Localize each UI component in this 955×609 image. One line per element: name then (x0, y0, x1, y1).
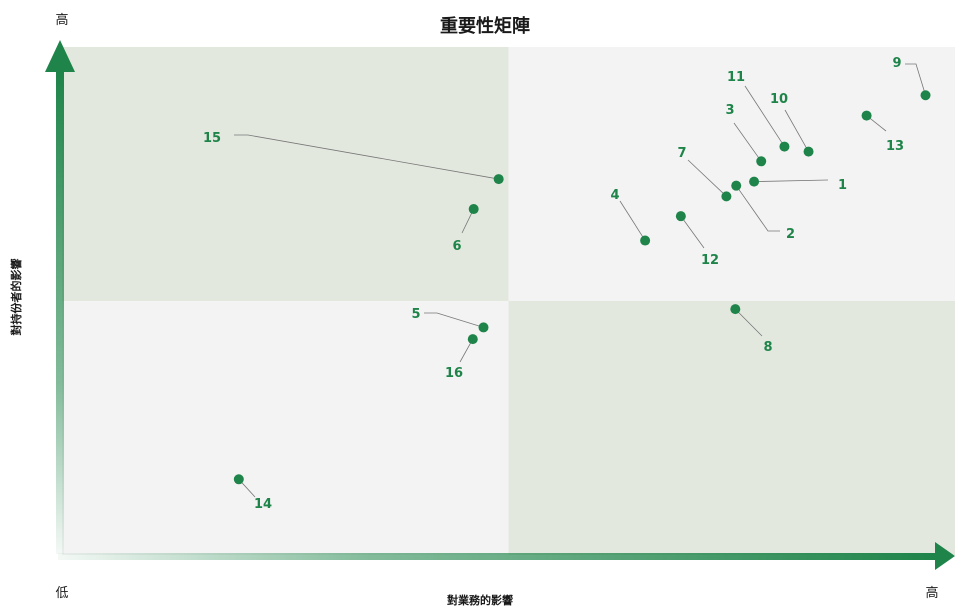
leader-line-8 (735, 308, 763, 337)
data-point-6[interactable] (468, 204, 479, 215)
data-point-4[interactable] (640, 235, 651, 246)
quadrant-bottom-right (508, 301, 955, 555)
data-point-8[interactable] (730, 304, 741, 315)
point-label-12: 12 (701, 253, 719, 268)
leader-line-1 (754, 179, 829, 183)
point-label-9: 9 (892, 56, 901, 71)
y-axis-title: 對持份者的影響 (9, 259, 23, 336)
leader-line-5 (424, 312, 484, 328)
point-label-5: 5 (411, 307, 420, 322)
quadrant-top-right (508, 47, 955, 301)
point-label-1: 1 (838, 178, 847, 193)
y-axis-bar (56, 70, 64, 554)
point-label-4: 4 (610, 188, 619, 203)
quadrant-top-left (62, 47, 509, 301)
point-label-7: 7 (677, 146, 686, 161)
leader-line-4 (619, 200, 646, 241)
leader-line-15 (234, 134, 499, 180)
data-point-5[interactable] (478, 322, 489, 333)
data-point-11[interactable] (779, 141, 790, 152)
point-label-3: 3 (725, 103, 734, 118)
data-point-3[interactable] (756, 156, 767, 167)
data-point-16[interactable] (467, 334, 478, 345)
data-point-10[interactable] (803, 146, 814, 157)
data-point-15[interactable] (493, 174, 504, 185)
data-point-12[interactable] (675, 211, 686, 222)
x-axis-bar (58, 553, 938, 560)
point-label-8: 8 (763, 340, 772, 355)
leader-line-3 (733, 122, 762, 162)
quadrant-bottom-left (62, 301, 509, 555)
data-point-7[interactable] (721, 191, 732, 202)
point-label-6: 6 (452, 239, 461, 254)
data-point-9[interactable] (920, 90, 931, 101)
x-axis-high-label: 高 (925, 585, 938, 601)
leader-line-12 (680, 215, 705, 249)
point-label-11: 11 (727, 70, 745, 85)
y-axis-high-label: 高 (55, 12, 68, 28)
leader-line-2 (735, 185, 780, 232)
data-point-13[interactable] (861, 110, 872, 121)
chart-title: 重要性矩陣 (440, 15, 530, 37)
x-axis-title: 對業務的影響 (447, 593, 513, 607)
y-axis-arrow-icon (45, 40, 75, 72)
point-label-13: 13 (886, 139, 904, 154)
leader-line-9 (905, 63, 926, 96)
point-label-10: 10 (770, 92, 788, 107)
point-label-14: 14 (254, 497, 272, 512)
data-point-1[interactable] (749, 176, 760, 187)
point-label-2: 2 (786, 227, 795, 242)
data-point-2[interactable] (731, 180, 742, 191)
point-label-16: 16 (445, 366, 463, 381)
leader-line-11 (744, 85, 785, 147)
x-axis-low-label: 低 (55, 586, 68, 601)
leader-line-7 (687, 159, 727, 197)
leader-line-10 (784, 109, 809, 152)
x-axis-arrow-icon (935, 542, 955, 570)
point-label-15: 15 (203, 131, 221, 146)
data-point-14[interactable] (233, 474, 244, 485)
